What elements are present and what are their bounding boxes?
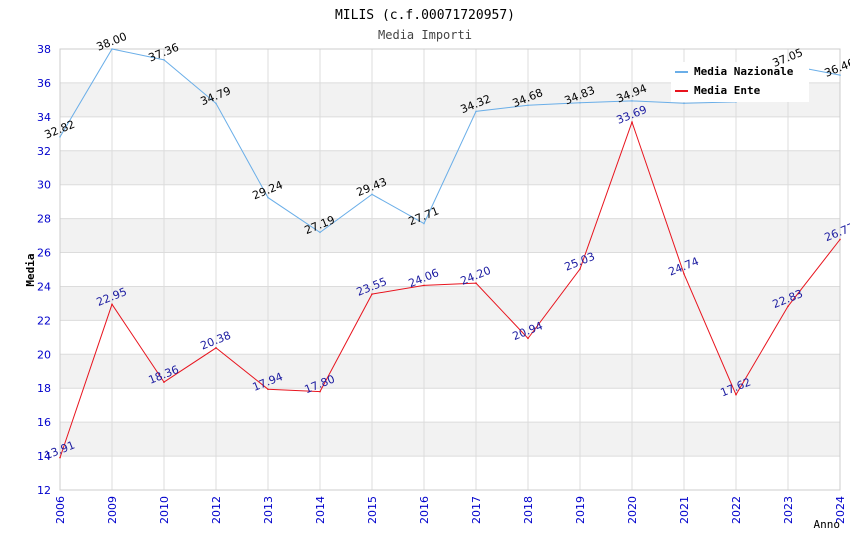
x-tick-label: 2010 (158, 496, 171, 524)
line-chart: MILIS (c.f.00071720957) Media Importi 12… (0, 0, 850, 550)
plot-background-bands (60, 83, 840, 456)
y-tick-label: 16 (37, 416, 51, 429)
x-tick-label: 2013 (262, 496, 275, 524)
plot-band (60, 422, 840, 456)
y-tick-label: 12 (37, 484, 51, 497)
x-tick-label: 2017 (470, 496, 483, 524)
y-tick-label: 20 (37, 348, 51, 361)
y-tick-label: 38 (37, 43, 51, 56)
x-axis-label: Anno (814, 518, 841, 531)
x-tick-label: 2016 (418, 496, 431, 524)
x-tick-label: 2012 (210, 496, 223, 524)
x-tick-label: 2020 (626, 496, 639, 524)
x-tick-label: 2015 (366, 496, 379, 524)
plot-band (60, 286, 840, 320)
chart-title: MILIS (c.f.00071720957) (335, 8, 515, 23)
x-tick-label: 2022 (730, 496, 743, 524)
y-tick-label: 34 (37, 111, 51, 124)
legend: Media Nazionale Media Ente (671, 62, 809, 102)
y-axis-label: Media (24, 253, 37, 286)
y-tick-label: 18 (37, 382, 51, 395)
x-tick-label: 2018 (522, 496, 535, 524)
x-axis-ticks: 2006 2009 2010 2012 2013 2014 2015 2016 2017 2018… (54, 496, 847, 524)
data-label-nazionale: 36.46 (823, 56, 850, 80)
plot-band (60, 219, 840, 253)
y-tick-label: 36 (37, 77, 51, 90)
x-tick-label: 2006 (54, 496, 67, 524)
y-tick-label: 32 (37, 145, 51, 158)
y-tick-label: 22 (37, 314, 51, 327)
data-point (683, 102, 685, 104)
x-tick-label: 2009 (106, 496, 119, 524)
y-tick-label: 26 (37, 247, 51, 260)
x-tick-label: 2014 (314, 496, 327, 524)
legend-label-ente: Media Ente (694, 84, 761, 97)
y-tick-label: 30 (37, 179, 51, 192)
chart-subtitle: Media Importi (378, 28, 472, 42)
x-tick-label: 2019 (574, 496, 587, 524)
y-tick-label: 28 (37, 213, 51, 226)
y-tick-label: 24 (37, 280, 51, 293)
x-tick-label: 2021 (678, 496, 691, 524)
x-tick-label: 2023 (782, 496, 795, 524)
